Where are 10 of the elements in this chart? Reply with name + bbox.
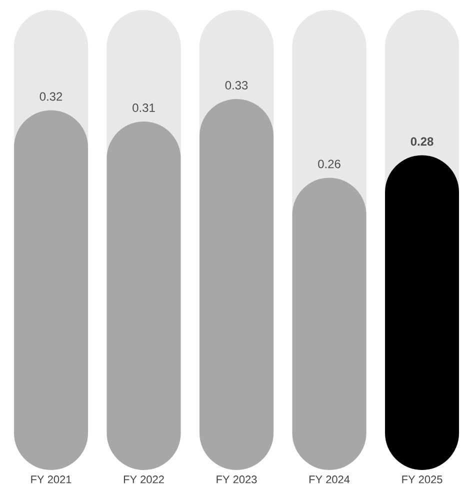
x-tick-label: FY 2025 xyxy=(402,476,442,484)
data-label: 0.31 xyxy=(132,104,155,112)
x-tick-label: FY 2021 xyxy=(31,476,72,484)
data-label: 0.33 xyxy=(225,81,248,90)
data-label: 0.28 xyxy=(410,137,434,146)
x-tick-label: FY 2023 xyxy=(216,476,257,484)
data-label: 0.26 xyxy=(318,160,340,168)
x-tick-label: FY 2022 xyxy=(124,476,164,484)
data-label: 0.32 xyxy=(40,92,62,101)
x-tick-label: FY 2024 xyxy=(309,476,350,484)
